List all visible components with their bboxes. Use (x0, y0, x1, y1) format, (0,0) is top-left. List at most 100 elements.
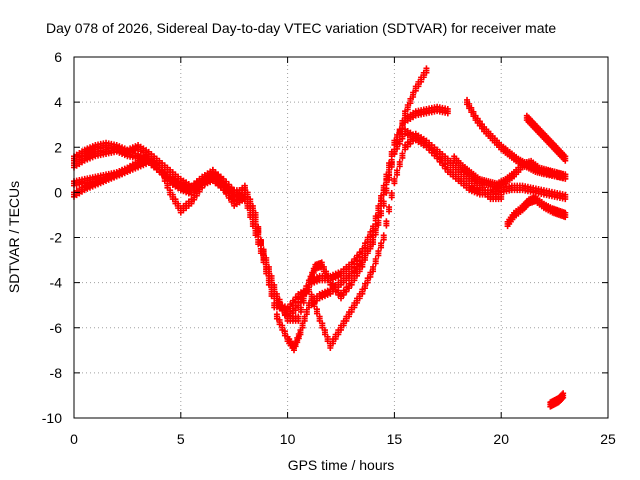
data-point (372, 260, 379, 267)
data-point (255, 241, 262, 248)
data-point (359, 263, 366, 270)
data-point (394, 171, 401, 178)
data-point (399, 154, 406, 161)
data-point (359, 290, 366, 297)
data-point (252, 232, 259, 239)
series-track-b (71, 103, 451, 322)
data-point (193, 192, 200, 199)
data-point (351, 304, 358, 311)
data-point (418, 78, 425, 85)
data-point (292, 298, 299, 305)
data-point (343, 317, 350, 324)
data-point (396, 140, 403, 147)
y-tick-label: 0 (54, 184, 62, 200)
data-point (309, 273, 316, 280)
y-tick-label: 2 (54, 139, 62, 155)
data-point (383, 222, 390, 229)
y-tick-label: -6 (50, 320, 63, 336)
data-point (297, 308, 304, 315)
data-point (375, 214, 382, 221)
data-point (407, 100, 414, 107)
x-axis-label: GPS time / hours (288, 457, 395, 473)
data-point (297, 331, 304, 338)
data-point (300, 299, 307, 306)
data-point (362, 285, 369, 292)
data-point (257, 250, 264, 257)
data-point (444, 110, 451, 117)
data-point (354, 257, 361, 264)
data-point (338, 326, 344, 333)
data-point (310, 269, 317, 276)
data-point (284, 308, 291, 315)
data-point (378, 202, 385, 209)
data-point (271, 295, 278, 302)
data-point (295, 317, 302, 324)
data-point (386, 208, 393, 215)
data-point (348, 281, 355, 288)
data-point (391, 180, 398, 187)
data-point (356, 268, 363, 275)
data-point (372, 225, 379, 232)
series-track-h (504, 193, 569, 230)
data-point (263, 268, 270, 275)
data-point (351, 260, 358, 267)
data-point (241, 198, 248, 205)
data-point (396, 163, 403, 170)
grid (74, 57, 608, 418)
data-point (244, 205, 251, 212)
x-tick-label: 5 (177, 431, 185, 447)
y-tick-label: -8 (50, 365, 63, 381)
data-point (346, 313, 353, 320)
data-point (559, 395, 566, 402)
y-tick-label: 6 (54, 49, 62, 65)
data-point (199, 184, 206, 191)
data-point (301, 317, 308, 324)
data-point (196, 188, 203, 195)
data-point (410, 93, 417, 100)
axis-ticks: 0 5 10 15 20 25 -10 -8 -6 -4 -2 0 2 4 6 (42, 49, 616, 447)
data-point (351, 277, 358, 284)
data-point (562, 196, 569, 203)
chart-title: Day 078 of 2026, Sidereal Day-to-day VTE… (46, 20, 556, 36)
series-track-e (135, 151, 248, 216)
data-point (388, 161, 395, 168)
data-point (338, 295, 344, 302)
data-point (562, 157, 569, 164)
data-point (207, 174, 214, 181)
data-point (249, 223, 256, 230)
data-point (191, 196, 198, 203)
x-tick-label: 0 (70, 431, 78, 447)
data-point (354, 299, 361, 306)
data-point (404, 106, 411, 113)
y-tick-label: -4 (50, 275, 63, 291)
data-point (560, 394, 567, 401)
data-point (356, 253, 363, 260)
data-point (247, 214, 254, 221)
data-point (383, 181, 390, 188)
data-point (303, 311, 310, 318)
data-point (378, 244, 385, 251)
series-track-g (451, 153, 569, 191)
series-track-j (547, 390, 567, 410)
data-point (367, 273, 374, 280)
data-point (204, 178, 211, 185)
data-point (364, 250, 371, 257)
data-point (362, 257, 369, 264)
data-point (348, 263, 355, 270)
data-point (329, 340, 336, 347)
x-tick-label: 20 (493, 431, 509, 447)
data-point (307, 277, 314, 284)
y-tick-label: -10 (42, 410, 62, 426)
data-point (388, 194, 395, 201)
data-point (340, 322, 347, 329)
data-point (348, 308, 355, 315)
data-point (294, 339, 301, 346)
data-point (332, 335, 339, 342)
data-point (562, 175, 569, 182)
data-point (346, 285, 353, 292)
data-point (498, 196, 505, 203)
data-point (370, 268, 377, 275)
data-point (287, 305, 294, 312)
data-point (340, 291, 347, 298)
